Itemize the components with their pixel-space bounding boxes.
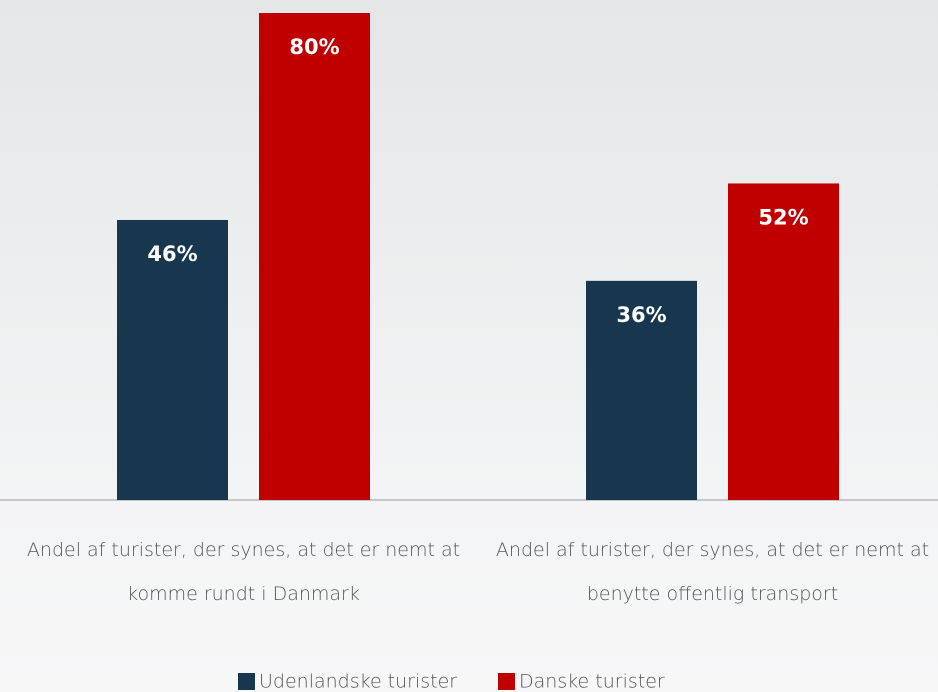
category-label: Andel af turister, der synes, at det er … <box>478 528 938 616</box>
legend-swatch <box>498 673 515 690</box>
value-label: 52% <box>758 205 808 229</box>
bar <box>728 183 839 500</box>
bar <box>259 13 370 500</box>
legend-label: Udenlandske turister <box>259 671 457 692</box>
value-label: 80% <box>289 35 339 59</box>
page: 46% 80% 36% 52% Udenlandske turister Danske t… <box>0 0 938 692</box>
legend-swatch <box>238 673 255 690</box>
value-label: 46% <box>147 242 197 266</box>
legend-label: Danske turister <box>519 671 665 692</box>
value-label: 36% <box>616 303 666 327</box>
category-label: Andel af turister, der synes, at det er … <box>9 528 479 616</box>
